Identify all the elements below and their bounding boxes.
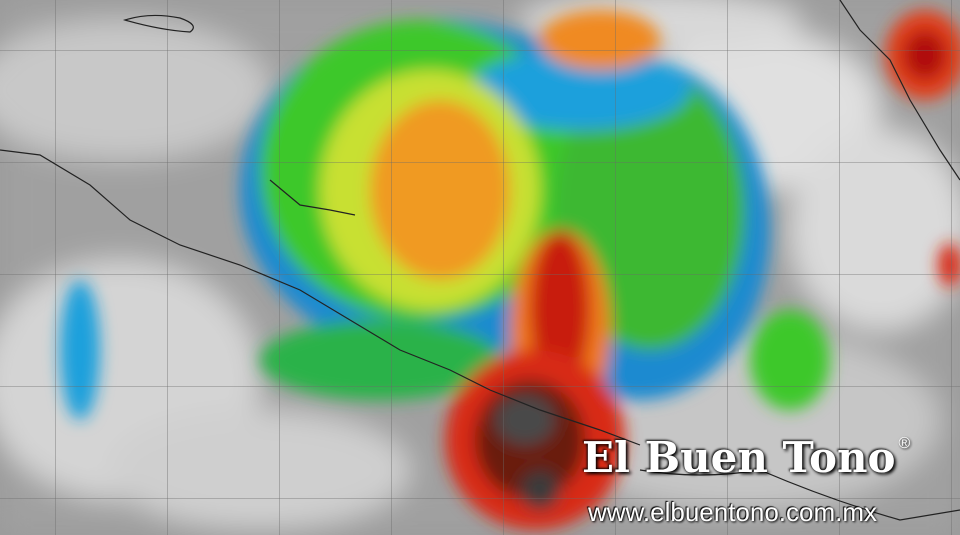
website-url: www.elbuentono.com.mx [588,497,878,527]
brand-logo-row: El Buen Tono ® [582,436,910,480]
coastlines [0,0,960,521]
registered-mark: ® [898,435,911,452]
brand-logo: El Buen Tono [582,433,896,482]
